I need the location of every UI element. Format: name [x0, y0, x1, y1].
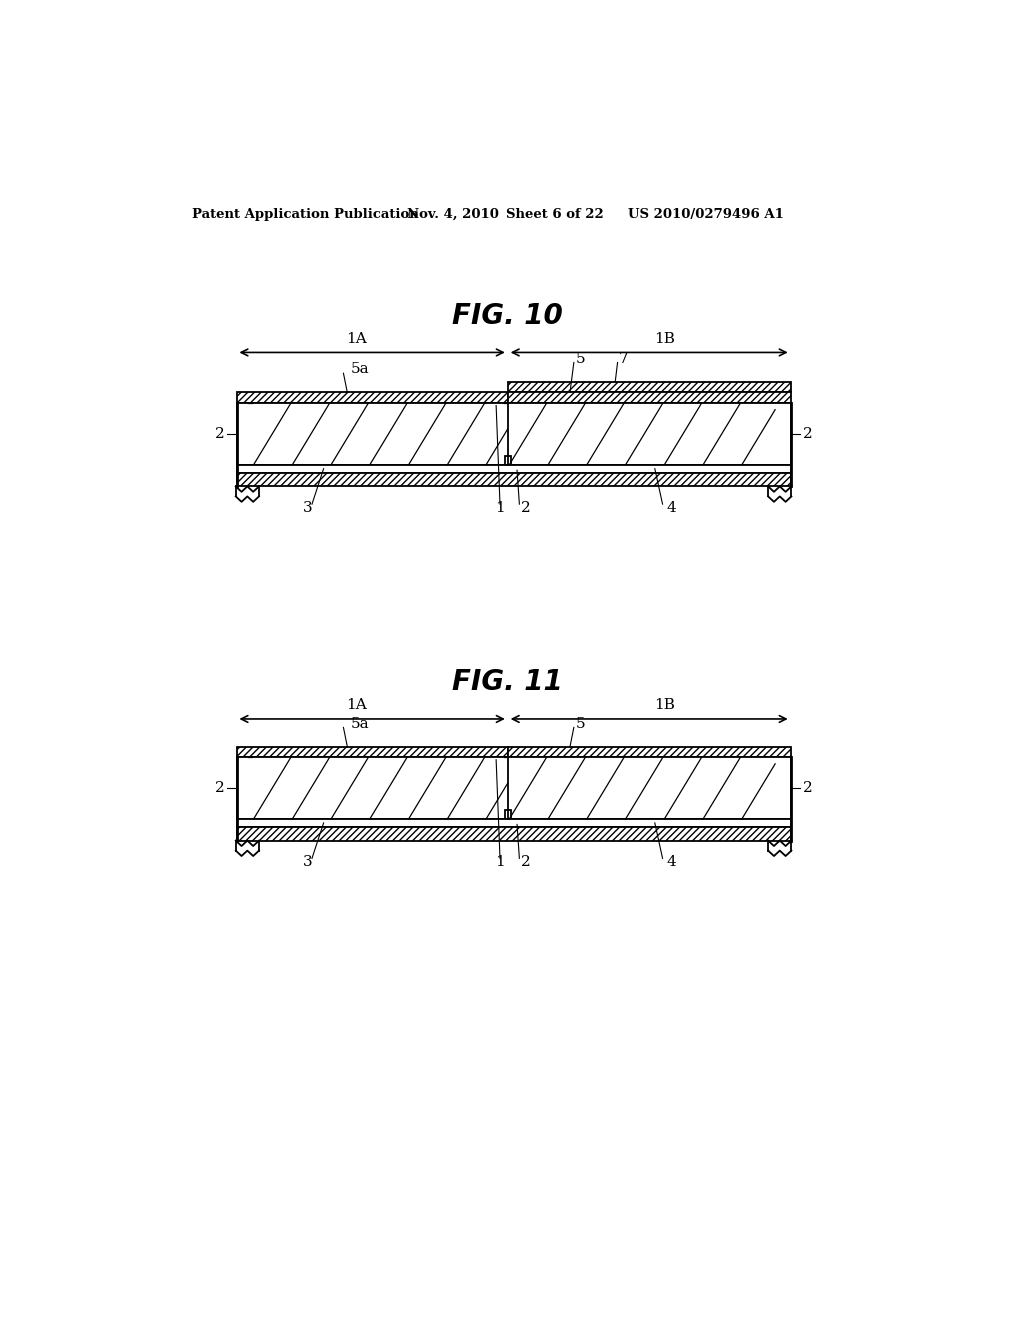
Polygon shape: [505, 810, 511, 818]
Text: 2: 2: [803, 781, 813, 795]
Polygon shape: [775, 404, 791, 465]
Polygon shape: [237, 404, 791, 465]
Text: 2: 2: [521, 855, 530, 869]
Polygon shape: [237, 392, 508, 404]
Text: 2: 2: [215, 781, 224, 795]
Polygon shape: [505, 455, 511, 465]
Polygon shape: [237, 818, 791, 826]
Text: 5a: 5a: [351, 363, 370, 376]
Text: FIG. 10: FIG. 10: [453, 302, 563, 330]
Text: 4: 4: [667, 502, 676, 515]
Text: US 2010/0279496 A1: US 2010/0279496 A1: [628, 209, 783, 222]
Polygon shape: [237, 758, 791, 818]
Text: 2: 2: [215, 428, 224, 441]
Polygon shape: [237, 758, 252, 818]
Text: 1: 1: [496, 502, 505, 515]
Text: 3: 3: [303, 855, 313, 869]
Text: 1: 1: [496, 855, 505, 869]
Text: 5: 5: [577, 351, 586, 366]
Text: 2: 2: [803, 428, 813, 441]
Polygon shape: [508, 747, 791, 758]
Polygon shape: [508, 392, 791, 404]
Text: FIG. 11: FIG. 11: [453, 668, 563, 696]
Text: Nov. 4, 2010: Nov. 4, 2010: [407, 209, 499, 222]
Polygon shape: [237, 473, 791, 487]
Polygon shape: [237, 826, 791, 841]
Text: 7: 7: [620, 351, 629, 366]
Text: 3: 3: [303, 502, 313, 515]
Text: 1A: 1A: [346, 698, 367, 711]
Polygon shape: [237, 465, 791, 473]
Polygon shape: [508, 381, 791, 392]
Text: Patent Application Publication: Patent Application Publication: [191, 209, 418, 222]
Polygon shape: [237, 404, 252, 465]
Text: 5a: 5a: [351, 717, 370, 730]
Polygon shape: [775, 758, 791, 818]
Text: 2: 2: [521, 502, 530, 515]
Text: Sheet 6 of 22: Sheet 6 of 22: [506, 209, 604, 222]
Text: 5: 5: [577, 717, 586, 730]
Text: 1A: 1A: [346, 331, 367, 346]
Text: 1B: 1B: [654, 331, 675, 346]
Text: 1B: 1B: [654, 698, 675, 711]
Text: 4: 4: [667, 855, 676, 869]
Polygon shape: [237, 747, 508, 758]
